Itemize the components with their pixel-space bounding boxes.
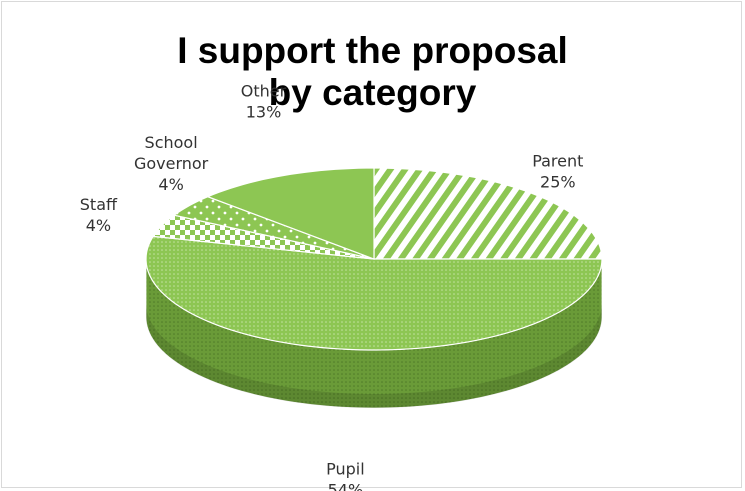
- slice-value-label: 54%: [328, 481, 364, 491]
- slice-category-label: Staff: [80, 195, 118, 214]
- pie-slice-parent: [373, 167, 603, 260]
- chart-title: I support the proposal by category: [0, 30, 745, 114]
- pie-top-layer: [145, 167, 603, 351]
- slice-category-label: Pupil: [326, 460, 365, 479]
- slice-category-label: Other: [241, 82, 287, 101]
- slice-value-label: 13%: [246, 103, 282, 122]
- chart-title-line-1: I support the proposal: [177, 30, 568, 71]
- slice-value-label: 4%: [158, 175, 183, 194]
- slice-category-label: Governor: [134, 154, 209, 173]
- slice-labels: Parent 25% Pupil 54% Staff 4% School Governor 4%…: [80, 82, 584, 491]
- slice-label-staff: Staff 4%: [80, 195, 118, 235]
- slice-category-label: Parent: [532, 152, 583, 171]
- slice-label-parent: Parent 25%: [532, 152, 583, 192]
- pie-slice-school-governor: [172, 196, 375, 260]
- slice-value-label: 25%: [540, 173, 576, 192]
- pie-slice-staff: [152, 214, 375, 260]
- pie-slice-pupil: [145, 235, 603, 351]
- pie-slice-other: [206, 167, 375, 260]
- chart-title-line-2: by category: [268, 72, 477, 113]
- slice-label-other: Other 13%: [241, 82, 287, 122]
- slice-label-pupil: Pupil 54%: [326, 460, 365, 491]
- slice-category-label: School: [145, 133, 198, 152]
- slice-label-school-governor: School Governor 4%: [134, 133, 209, 194]
- slice-value-label: 4%: [86, 216, 111, 235]
